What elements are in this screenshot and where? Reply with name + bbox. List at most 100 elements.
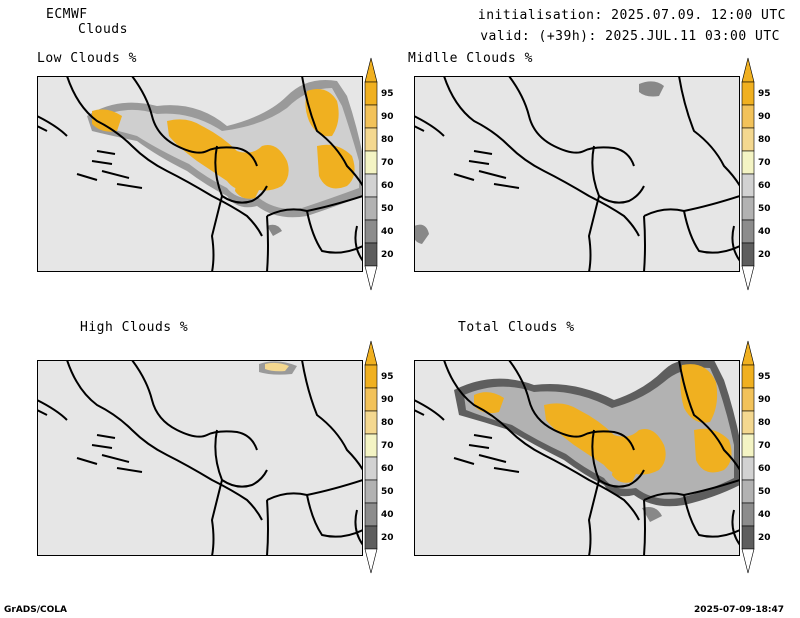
product-name: Clouds — [78, 22, 128, 37]
valid-time: valid: (+39h): 2025.JUL.11 03:00 UTC — [480, 29, 780, 44]
panel-title-low: Low Clouds % — [37, 51, 137, 66]
colorbar-segment-20 — [364, 242, 378, 267]
colorbar-tick-label: 90 — [381, 394, 394, 405]
colorbar-segment-50 — [741, 479, 755, 504]
colorbar-tick-label: 70 — [381, 157, 394, 168]
colorbar-tick-label: 80 — [381, 134, 394, 145]
colorbar-segment-80 — [741, 127, 755, 152]
colorbar-tick-label: 20 — [381, 249, 394, 260]
colorbar-tick-label: 50 — [758, 486, 771, 497]
panel-title-high: High Clouds % — [80, 320, 189, 335]
colorbar-tick-label: 95 — [758, 88, 771, 99]
panel-title-total: Total Clouds % — [458, 320, 575, 335]
colorbar-segment-40 — [741, 502, 755, 527]
colorbar-segment-95 — [364, 364, 378, 389]
colorbar-underflow-arrow — [364, 548, 378, 574]
cloud-field-mid — [414, 81, 664, 244]
borders-low — [37, 76, 363, 272]
colorbar-tick-label: 90 — [758, 111, 771, 122]
footer-software: GrADS/COLA — [4, 605, 67, 615]
colorbar-underflow-arrow — [364, 265, 378, 291]
colorbar-high — [364, 340, 378, 574]
colorbar-tick-label: 95 — [758, 371, 771, 382]
map-high-clouds — [37, 360, 363, 556]
colorbar-tick-label: 40 — [758, 509, 771, 520]
colorbar-tick-label: 20 — [758, 249, 771, 260]
colorbar-segment-60 — [741, 456, 755, 481]
map-panel-middle-clouds — [414, 76, 740, 272]
colorbar-segment-80 — [741, 410, 755, 435]
colorbar-segment-50 — [364, 196, 378, 221]
borders-total — [414, 360, 740, 556]
colorbar-tick-label: 80 — [758, 417, 771, 428]
colorbar-tick-label: 50 — [381, 203, 394, 214]
colorbar-tick-label: 70 — [758, 157, 771, 168]
colorbar-tick-label: 90 — [758, 394, 771, 405]
colorbar-low — [364, 57, 378, 291]
colorbar-tick-label: 60 — [758, 180, 771, 191]
colorbar-segment-20 — [741, 242, 755, 267]
colorbar-segment-90 — [364, 387, 378, 412]
colorbar-overflow-arrow — [364, 57, 378, 83]
borders-mid — [414, 76, 740, 272]
colorbar-segment-90 — [364, 104, 378, 129]
colorbar-tick-label: 60 — [758, 463, 771, 474]
colorbar-segment-70 — [741, 150, 755, 175]
colorbar-segment-70 — [364, 433, 378, 458]
colorbar-segment-50 — [364, 479, 378, 504]
colorbar-segment-90 — [741, 387, 755, 412]
colorbar-tick-label: 50 — [381, 486, 394, 497]
cloud-field-total — [454, 360, 740, 522]
colorbar-segment-90 — [741, 104, 755, 129]
colorbar-segment-95 — [364, 81, 378, 106]
colorbar-segment-80 — [364, 127, 378, 152]
colorbar-overflow-arrow — [741, 57, 755, 83]
colorbar-tick-label: 50 — [758, 203, 771, 214]
colorbar-segment-40 — [364, 502, 378, 527]
colorbar-tick-label: 60 — [381, 180, 394, 191]
colorbar-segment-80 — [364, 410, 378, 435]
model-name: ECMWF — [46, 7, 88, 22]
map-panel-total-clouds — [414, 360, 740, 556]
colorbar-tick-label: 60 — [381, 463, 394, 474]
initialisation-time: initialisation: 2025.07.09. 12:00 UTC — [477, 8, 786, 23]
colorbar-segment-20 — [364, 525, 378, 550]
map-panel-high-clouds — [37, 360, 363, 556]
colorbar-tick-label: 40 — [381, 509, 394, 520]
colorbar-tick-label: 20 — [758, 532, 771, 543]
borders-high — [37, 360, 363, 556]
map-total-clouds — [414, 360, 740, 556]
map-low-clouds — [37, 76, 363, 272]
colorbar-segment-95 — [741, 81, 755, 106]
colorbar-segment-40 — [364, 219, 378, 244]
colorbar-segment-20 — [741, 525, 755, 550]
colorbar-tick-label: 80 — [381, 417, 394, 428]
footer-timestamp: 2025-07-09-18:47 — [694, 605, 784, 615]
colorbar-total — [741, 340, 755, 574]
colorbar-tick-label: 40 — [381, 226, 394, 237]
colorbar-segment-70 — [364, 150, 378, 175]
colorbar-mid — [741, 57, 755, 291]
colorbar-tick-label: 95 — [381, 371, 394, 382]
colorbar-segment-60 — [741, 173, 755, 198]
colorbar-tick-label: 70 — [758, 440, 771, 451]
colorbar-segment-60 — [364, 456, 378, 481]
colorbar-segment-70 — [741, 433, 755, 458]
colorbar-tick-label: 20 — [381, 532, 394, 543]
colorbar-segment-95 — [741, 364, 755, 389]
colorbar-underflow-arrow — [741, 265, 755, 291]
colorbar-tick-label: 95 — [381, 88, 394, 99]
colorbar-segment-60 — [364, 173, 378, 198]
map-middle-clouds — [414, 76, 740, 272]
panel-title-mid: Midlle Clouds % — [408, 51, 533, 66]
map-panel-low-clouds — [37, 76, 363, 272]
colorbar-segment-50 — [741, 196, 755, 221]
colorbar-tick-label: 40 — [758, 226, 771, 237]
cloud-field-low — [87, 80, 363, 236]
colorbar-tick-label: 70 — [381, 440, 394, 451]
colorbar-segment-40 — [741, 219, 755, 244]
cloud-field-high — [259, 361, 297, 375]
colorbar-tick-label: 80 — [758, 134, 771, 145]
colorbar-underflow-arrow — [741, 548, 755, 574]
colorbar-overflow-arrow — [364, 340, 378, 366]
